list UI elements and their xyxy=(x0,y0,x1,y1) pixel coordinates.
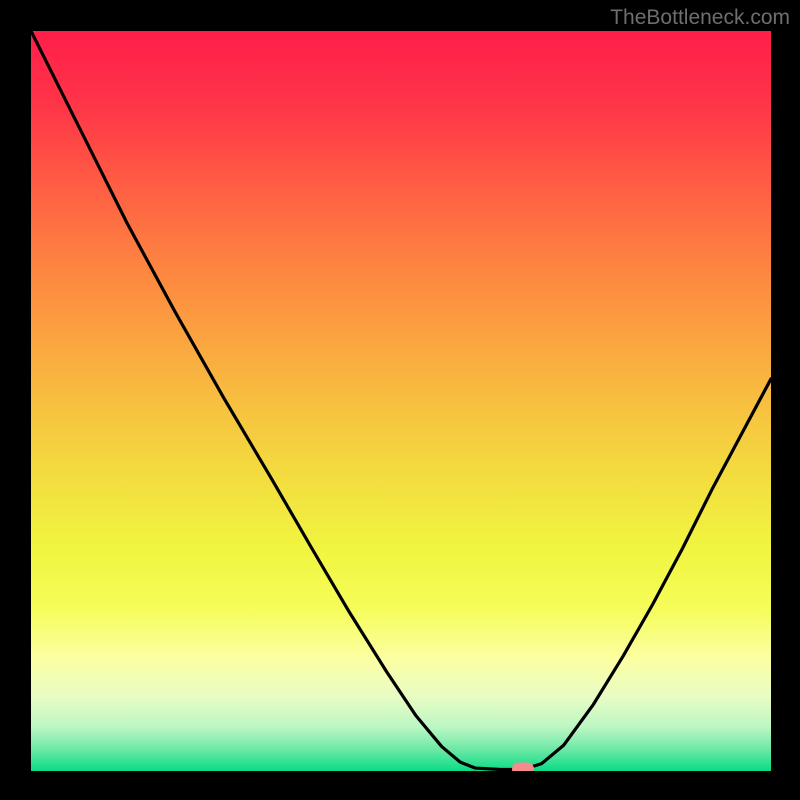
chart-container: TheBottleneck.com xyxy=(0,0,800,800)
bottleneck-curve xyxy=(31,31,771,771)
optimal-marker xyxy=(512,762,534,771)
attribution-text: TheBottleneck.com xyxy=(610,6,790,30)
plot-area xyxy=(31,31,771,771)
